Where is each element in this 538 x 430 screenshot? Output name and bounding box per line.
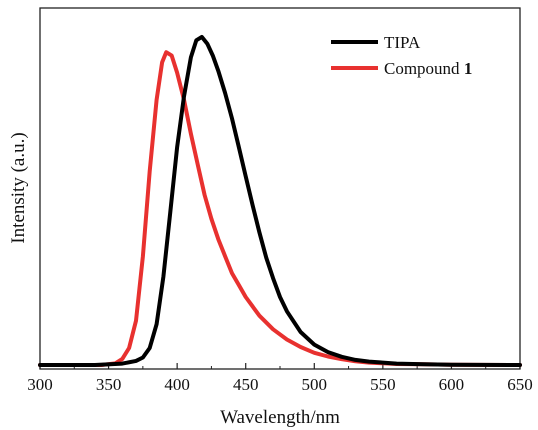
x-tick-label: 400 — [164, 375, 190, 394]
x-tick-label: 350 — [96, 375, 122, 394]
y-axis-title: Intensity (a.u.) — [8, 132, 29, 243]
x-axis-title: Wavelength/nm — [220, 407, 340, 428]
series-line-compound-1 — [38, 50, 522, 367]
series-line-tipa — [38, 34, 522, 367]
legend-label: TIPA — [384, 33, 421, 52]
series-layer — [38, 34, 522, 367]
x-tick-label: 550 — [370, 375, 396, 394]
x-tick-label: 500 — [302, 375, 328, 394]
x-tick-label: 600 — [439, 375, 465, 394]
x-tick-label: 300 — [27, 375, 53, 394]
x-tick-label: 650 — [507, 375, 533, 394]
legend: TIPA Compound 1 — [331, 33, 472, 78]
x-tick-label: 450 — [233, 375, 259, 394]
x-axis-ticks: 300 350 400 450 500 550 600 650 — [27, 363, 533, 394]
legend-label: Compound 1 — [384, 59, 472, 78]
